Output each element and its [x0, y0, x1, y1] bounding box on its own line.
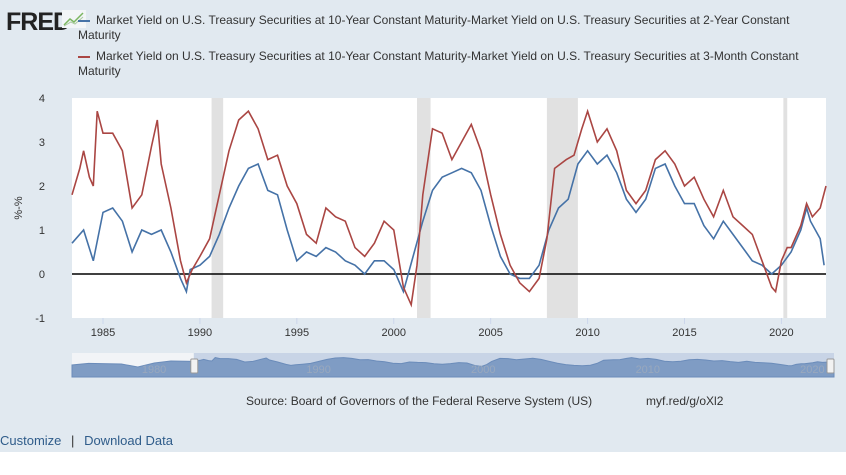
- legend-swatch-red: [78, 55, 90, 58]
- y-tick-label: 1: [39, 225, 45, 237]
- recession-band: [417, 98, 431, 318]
- legend-label: Market Yield on U.S. Treasury Securities…: [78, 13, 790, 42]
- fred-chart-logo-icon: [62, 10, 86, 28]
- plot-area: [72, 98, 826, 318]
- x-tick-label: 2020: [769, 327, 793, 339]
- x-tick-label: 1995: [285, 327, 309, 339]
- navigator-series-area: [71, 357, 835, 378]
- y-axis-label: %-%: [13, 196, 25, 219]
- y-tick-label: 2: [39, 181, 45, 193]
- x-tick-label: 1985: [91, 327, 115, 339]
- legend-item-10y-3m[interactable]: Market Yield on U.S. Treasury Securities…: [78, 49, 828, 79]
- x-tick-label: 2010: [575, 327, 599, 339]
- legend-item-10y-2y[interactable]: Market Yield on U.S. Treasury Securities…: [78, 13, 828, 43]
- navigator-tick-label: 2020: [800, 364, 824, 376]
- y-tick-label: 3: [39, 137, 45, 149]
- y-tick-label: 0: [39, 269, 45, 281]
- navigator-tick-label: 1990: [306, 364, 330, 376]
- fred-logo[interactable]: FRED: [6, 8, 71, 36]
- customize-link[interactable]: Customize: [0, 433, 62, 448]
- short-url[interactable]: myf.red/g/oXl2: [646, 394, 724, 408]
- download-data-link[interactable]: Download Data: [84, 433, 173, 448]
- legend-swatch-blue: [78, 19, 90, 22]
- link-separator: |: [71, 433, 75, 448]
- y-tick-label: 4: [39, 93, 45, 105]
- x-tick-label: 1990: [188, 327, 212, 339]
- navigator-tick-label: 2010: [636, 364, 660, 376]
- y-tick-label: -1: [35, 313, 45, 325]
- navigator-left-handle[interactable]: [190, 358, 199, 374]
- source-note: Source: Board of Governors of the Federa…: [246, 394, 593, 408]
- x-tick-label: 2005: [478, 327, 502, 339]
- recession-band: [211, 98, 224, 318]
- recession-band: [546, 98, 578, 318]
- footer-links: Customize | Download Data: [0, 433, 173, 448]
- navigator-right-handle[interactable]: [826, 358, 835, 374]
- x-tick-label: 2000: [382, 327, 406, 339]
- recession-band: [783, 98, 788, 318]
- navigator-tick-label: 1980: [142, 364, 166, 376]
- legend-label: Market Yield on U.S. Treasury Securities…: [78, 49, 799, 78]
- x-tick-label: 2015: [672, 327, 696, 339]
- navigator-tick-label: 2000: [471, 364, 495, 376]
- series-line-10y-3m: [71, 108, 827, 308]
